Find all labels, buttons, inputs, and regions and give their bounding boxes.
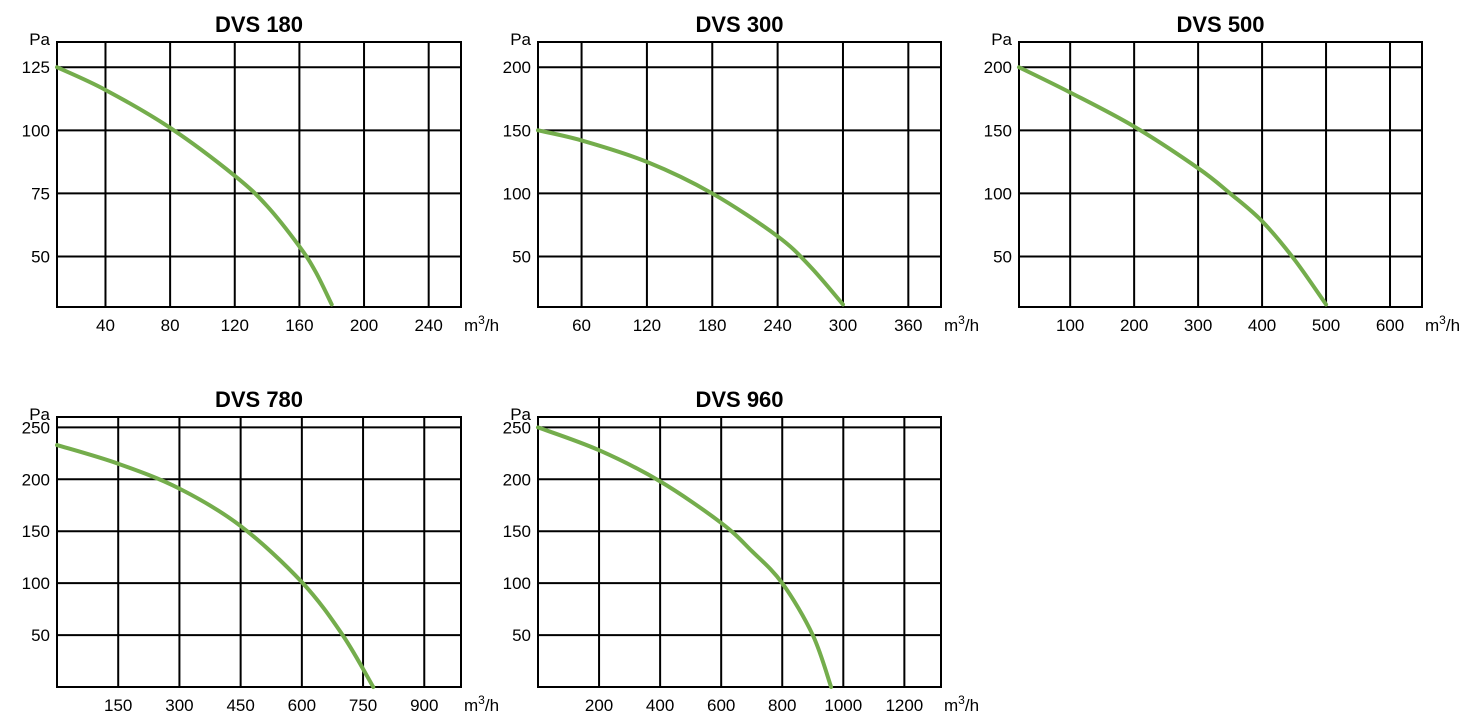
plot-frame bbox=[56, 41, 462, 308]
y-tick-label: 50 bbox=[993, 248, 1012, 267]
x-axis-label-unit: m bbox=[944, 316, 958, 335]
x-tick-label: 240 bbox=[414, 316, 442, 335]
x-tick-label: 450 bbox=[226, 696, 254, 715]
y-axis-label: Pa bbox=[29, 30, 50, 49]
x-tick-label: 160 bbox=[285, 316, 313, 335]
x-tick-label: 180 bbox=[698, 316, 726, 335]
chart-dvs-960: DVS 960 200 400 600 800 1000 1200 50 100 150 200 25… bbox=[503, 387, 979, 715]
x-tick-label: 400 bbox=[646, 696, 674, 715]
x-axis-label: m3/h bbox=[944, 313, 979, 335]
x-tick-label: 80 bbox=[161, 316, 180, 335]
x-tick-label: 150 bbox=[104, 696, 132, 715]
x-tick-label: 120 bbox=[633, 316, 661, 335]
x-axis-label-rest: /h bbox=[965, 316, 979, 335]
x-tick-label: 100 bbox=[1056, 316, 1084, 335]
x-axis-label-rest: /h bbox=[485, 316, 499, 335]
x-axis-label-sup: 3 bbox=[1439, 313, 1446, 327]
chart-title: DVS 300 bbox=[695, 12, 783, 37]
y-tick-label: 200 bbox=[503, 470, 531, 489]
y-tick-label: 50 bbox=[31, 248, 50, 267]
y-tick-label: 125 bbox=[22, 58, 50, 77]
x-axis-label-rest: /h bbox=[965, 696, 979, 715]
x-tick-label: 600 bbox=[707, 696, 735, 715]
y-tick-label: 75 bbox=[31, 184, 50, 203]
x-axis-label: m3/h bbox=[464, 313, 499, 335]
x-tick-label: 400 bbox=[1248, 316, 1276, 335]
x-axis-label: m3/h bbox=[464, 693, 499, 715]
y-tick-label: 200 bbox=[984, 58, 1012, 77]
x-axis-label: m3/h bbox=[944, 693, 979, 715]
x-tick-label: 1200 bbox=[885, 696, 923, 715]
y-tick-label: 50 bbox=[31, 626, 50, 645]
y-axis-label: Pa bbox=[510, 30, 531, 49]
x-tick-label: 500 bbox=[1312, 316, 1340, 335]
chart-dvs-780: DVS 780 150 300 450 600 750 900 50 100 150 200 250P… bbox=[22, 387, 499, 715]
plot-frame bbox=[537, 416, 942, 688]
x-tick-label: 40 bbox=[96, 316, 115, 335]
chart-title: DVS 500 bbox=[1176, 12, 1264, 37]
performance-curve bbox=[55, 443, 376, 689]
chart-title: DVS 960 bbox=[695, 387, 783, 412]
y-tick-label: 250 bbox=[22, 418, 50, 437]
y-tick-label: 150 bbox=[503, 121, 531, 140]
y-tick-label: 100 bbox=[22, 574, 50, 593]
x-axis-label-sup: 3 bbox=[478, 313, 485, 327]
x-tick-label: 300 bbox=[1184, 316, 1212, 335]
plot-frame bbox=[537, 41, 942, 308]
y-tick-label: 100 bbox=[22, 121, 50, 140]
plot-frame bbox=[56, 416, 462, 688]
y-axis-label: Pa bbox=[991, 30, 1012, 49]
y-tick-label: 100 bbox=[503, 184, 531, 203]
y-axis-label: Pa bbox=[29, 405, 50, 424]
x-tick-label: 600 bbox=[1376, 316, 1404, 335]
y-tick-label: 200 bbox=[22, 470, 50, 489]
x-axis-label-sup: 3 bbox=[478, 693, 485, 707]
x-axis-label-rest: /h bbox=[1446, 316, 1460, 335]
performance-curve bbox=[55, 65, 334, 307]
x-tick-label: 200 bbox=[585, 696, 613, 715]
x-tick-label: 60 bbox=[572, 316, 591, 335]
x-tick-label: 750 bbox=[349, 696, 377, 715]
x-axis-label-unit: m bbox=[1425, 316, 1439, 335]
x-tick-label: 300 bbox=[829, 316, 857, 335]
y-tick-label: 150 bbox=[503, 522, 531, 541]
plot-frame bbox=[1018, 41, 1423, 308]
chart-title: DVS 780 bbox=[215, 387, 303, 412]
y-tick-label: 250 bbox=[503, 418, 531, 437]
x-axis-label-unit: m bbox=[464, 316, 478, 335]
y-tick-label: 150 bbox=[22, 522, 50, 541]
x-axis-label-sup: 3 bbox=[958, 313, 965, 327]
x-tick-label: 1000 bbox=[824, 696, 862, 715]
performance-curve bbox=[1017, 65, 1329, 307]
x-axis-label-unit: m bbox=[464, 696, 478, 715]
chart-title: DVS 180 bbox=[215, 12, 303, 37]
x-tick-label: 900 bbox=[410, 696, 438, 715]
x-axis-label-sup: 3 bbox=[958, 693, 965, 707]
x-tick-label: 360 bbox=[894, 316, 922, 335]
x-tick-label: 200 bbox=[350, 316, 378, 335]
y-tick-label: 50 bbox=[512, 626, 531, 645]
y-tick-label: 100 bbox=[503, 574, 531, 593]
y-tick-label: 50 bbox=[512, 248, 531, 267]
chart-dvs-300: DVS 300 60 120 180 240 300 360 50 100 150 200 Pa m3/… bbox=[503, 12, 979, 335]
y-tick-label: 200 bbox=[503, 58, 531, 77]
x-tick-label: 800 bbox=[768, 696, 796, 715]
x-tick-label: 200 bbox=[1120, 316, 1148, 335]
x-axis-label-unit: m bbox=[944, 696, 958, 715]
x-axis-label-rest: /h bbox=[485, 696, 499, 715]
performance-curve bbox=[536, 425, 834, 689]
x-tick-label: 240 bbox=[763, 316, 791, 335]
x-tick-label: 300 bbox=[165, 696, 193, 715]
x-axis-label: m3/h bbox=[1425, 313, 1460, 335]
performance-curve bbox=[536, 128, 845, 307]
x-tick-label: 600 bbox=[288, 696, 316, 715]
chart-dvs-180: DVS 180 40 80 120 160 200 240 50 75 100 125 Pa m3/h bbox=[22, 12, 499, 335]
y-tick-label: 100 bbox=[984, 184, 1012, 203]
y-axis-label: Pa bbox=[510, 405, 531, 424]
chart-dvs-500: DVS 500 100 200 300 400 500 600 50 100 150 200 Pa m3… bbox=[984, 12, 1460, 335]
y-tick-label: 150 bbox=[984, 121, 1012, 140]
x-tick-label: 120 bbox=[221, 316, 249, 335]
